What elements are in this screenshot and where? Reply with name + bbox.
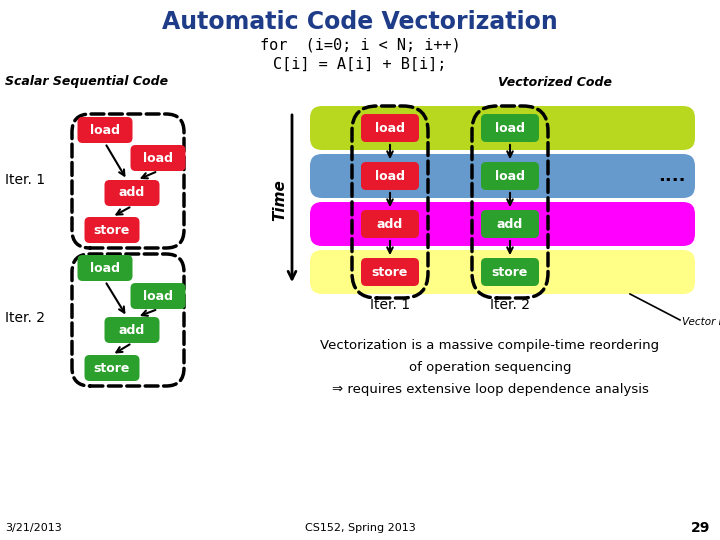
FancyBboxPatch shape bbox=[84, 217, 140, 243]
Text: Iter. 1: Iter. 1 bbox=[5, 173, 45, 187]
Text: store: store bbox=[94, 224, 130, 237]
Text: store: store bbox=[372, 266, 408, 279]
Text: store: store bbox=[94, 361, 130, 375]
FancyBboxPatch shape bbox=[78, 255, 132, 281]
FancyBboxPatch shape bbox=[84, 355, 140, 381]
Text: add: add bbox=[377, 218, 403, 231]
Text: Vector Instruction: Vector Instruction bbox=[682, 317, 720, 327]
FancyBboxPatch shape bbox=[361, 162, 419, 190]
Text: 29: 29 bbox=[690, 521, 710, 535]
FancyBboxPatch shape bbox=[361, 114, 419, 142]
Text: load: load bbox=[143, 289, 173, 302]
Text: CS152, Spring 2013: CS152, Spring 2013 bbox=[305, 523, 415, 533]
Text: Automatic Code Vectorization: Automatic Code Vectorization bbox=[162, 10, 558, 34]
FancyBboxPatch shape bbox=[481, 210, 539, 238]
Text: load: load bbox=[495, 122, 525, 134]
FancyBboxPatch shape bbox=[130, 283, 186, 309]
Text: Iter. 2: Iter. 2 bbox=[490, 298, 530, 312]
FancyBboxPatch shape bbox=[104, 317, 160, 343]
Text: add: add bbox=[119, 323, 145, 336]
FancyBboxPatch shape bbox=[481, 258, 539, 286]
FancyBboxPatch shape bbox=[310, 250, 695, 294]
FancyBboxPatch shape bbox=[310, 202, 695, 246]
Text: of operation sequencing: of operation sequencing bbox=[409, 361, 571, 374]
Text: load: load bbox=[90, 124, 120, 137]
Text: Iter. 2: Iter. 2 bbox=[5, 311, 45, 325]
Text: Iter. 1: Iter. 1 bbox=[370, 298, 410, 312]
Text: add: add bbox=[119, 186, 145, 199]
Text: C[i] = A[i] + B[i];: C[i] = A[i] + B[i]; bbox=[274, 57, 446, 71]
Text: add: add bbox=[497, 218, 523, 231]
FancyBboxPatch shape bbox=[130, 145, 186, 171]
Text: load: load bbox=[143, 152, 173, 165]
Text: Scalar Sequential Code: Scalar Sequential Code bbox=[5, 76, 168, 89]
Text: load: load bbox=[375, 170, 405, 183]
FancyBboxPatch shape bbox=[310, 154, 695, 198]
FancyBboxPatch shape bbox=[104, 180, 160, 206]
FancyBboxPatch shape bbox=[361, 258, 419, 286]
Text: load: load bbox=[375, 122, 405, 134]
FancyBboxPatch shape bbox=[481, 114, 539, 142]
FancyBboxPatch shape bbox=[361, 210, 419, 238]
FancyBboxPatch shape bbox=[310, 106, 695, 150]
Text: Vectorized Code: Vectorized Code bbox=[498, 76, 612, 89]
FancyBboxPatch shape bbox=[481, 162, 539, 190]
Text: Vectorization is a massive compile-time reordering: Vectorization is a massive compile-time … bbox=[320, 339, 660, 352]
Text: load: load bbox=[495, 170, 525, 183]
Text: for  (i=0; i < N; i++): for (i=0; i < N; i++) bbox=[260, 37, 460, 52]
Text: ⇒ requires extensive loop dependence analysis: ⇒ requires extensive loop dependence ana… bbox=[332, 382, 649, 395]
Text: Time: Time bbox=[272, 179, 287, 221]
FancyBboxPatch shape bbox=[78, 117, 132, 143]
Text: 3/21/2013: 3/21/2013 bbox=[5, 523, 62, 533]
Text: ....: .... bbox=[658, 167, 685, 185]
Text: store: store bbox=[492, 266, 528, 279]
Text: load: load bbox=[90, 261, 120, 274]
